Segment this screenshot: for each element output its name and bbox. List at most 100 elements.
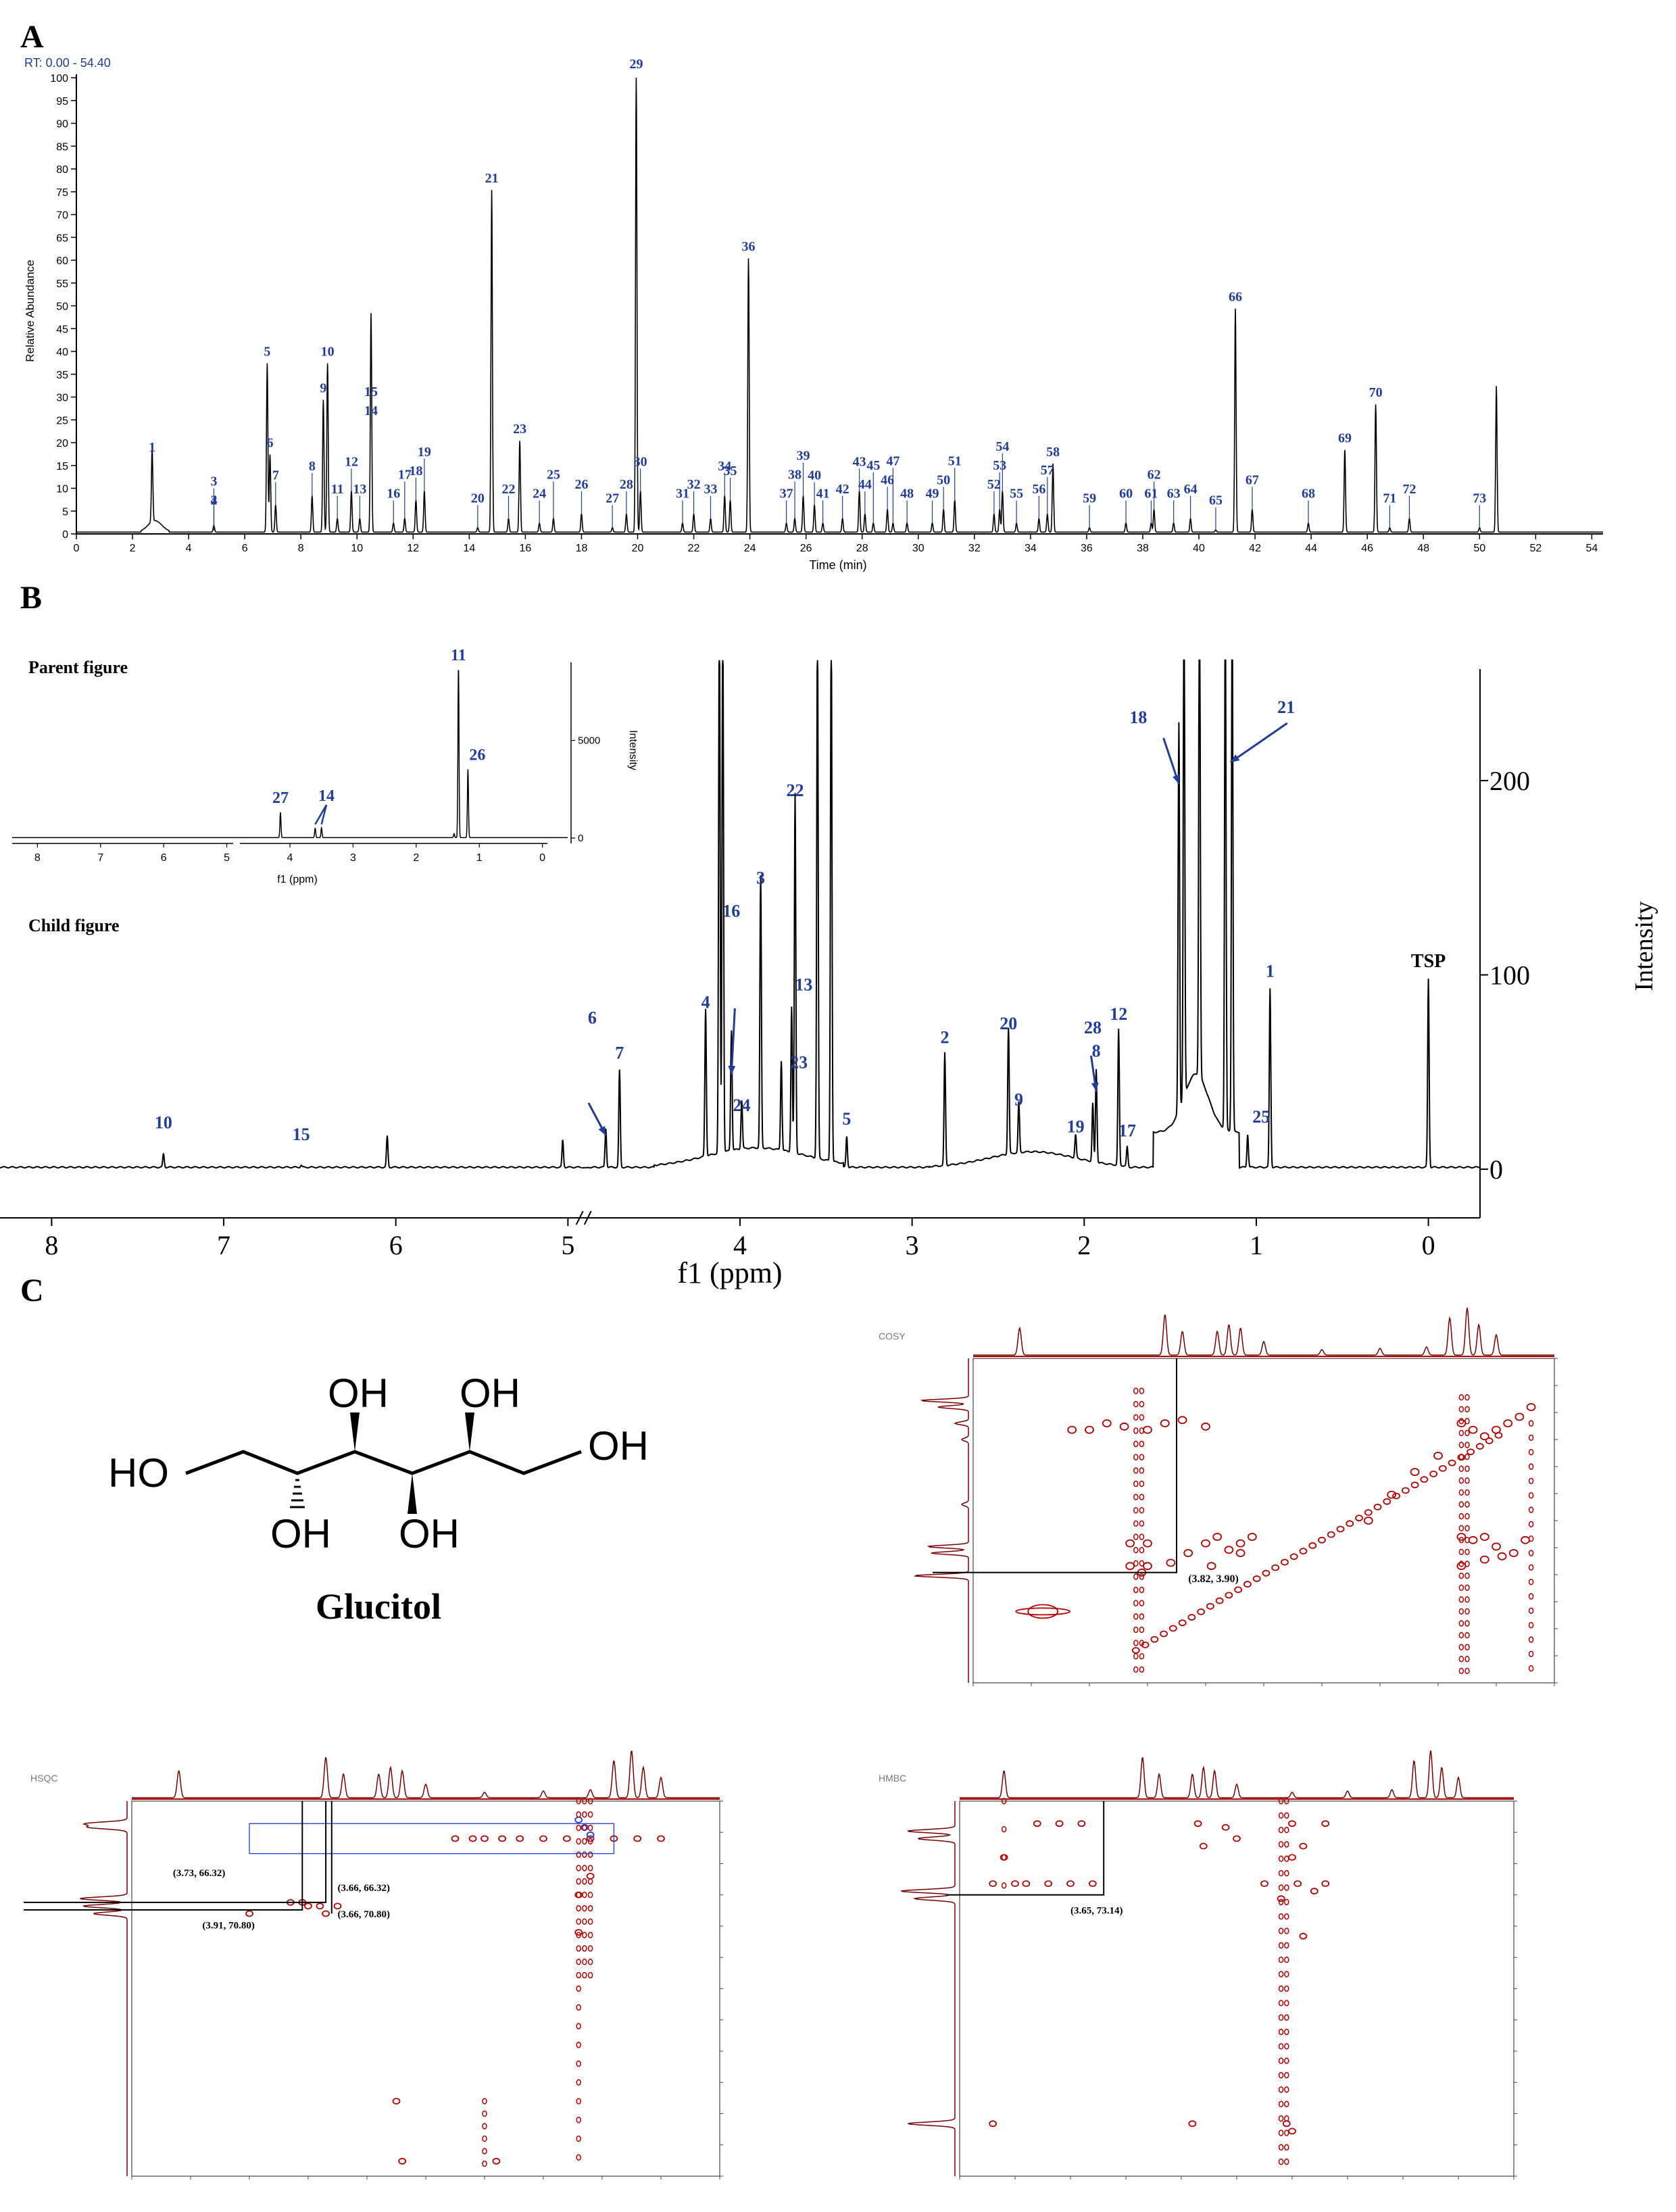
cross-peak — [576, 1959, 581, 1965]
nmr-x-axis-label: f1 (ppm) — [677, 1256, 782, 1289]
peak-label-28: 28 — [620, 477, 633, 492]
peak-label-33: 33 — [704, 482, 717, 497]
cross-peak — [333, 1902, 342, 1910]
cross-peak — [1284, 1884, 1289, 1891]
cross-peak — [1373, 1503, 1382, 1510]
cross-peak — [1133, 1400, 1139, 1408]
cross-peak — [1284, 1826, 1289, 1834]
cross-peak — [482, 2135, 487, 2142]
cross-peak — [1278, 1957, 1284, 1963]
cross-peak — [576, 1918, 581, 1925]
arrow-head — [1173, 775, 1180, 784]
cross-peak — [1528, 1607, 1534, 1615]
cross-peak — [322, 1910, 330, 1917]
nmr-peak-label-19: 19 — [1067, 1117, 1085, 1137]
cross-peak — [1284, 2057, 1289, 2064]
cross-peak — [1160, 1630, 1168, 1638]
cross-peak — [587, 1851, 593, 1859]
y-tick-label: 50 — [56, 301, 68, 313]
inset-x-tick-label: 0 — [539, 852, 545, 864]
cross-peak — [1458, 1429, 1464, 1437]
peak-label-44: 44 — [858, 477, 872, 492]
cross-peak — [1139, 1573, 1145, 1580]
x-tick-label: 34 — [1025, 543, 1037, 554]
cross-peak — [1299, 1548, 1308, 1555]
x-tick-label: 0 — [74, 543, 80, 554]
cross-peak — [1015, 1607, 1071, 1616]
cross-peak — [1458, 1477, 1464, 1484]
tsp-label: TSP — [1411, 951, 1446, 972]
peak-label-18: 18 — [409, 464, 422, 478]
cross-peak — [482, 2148, 487, 2155]
x-tick-label: 46 — [1361, 543, 1373, 554]
cross-peak — [1458, 1667, 1464, 1675]
nmr-peak-label-4: 4 — [701, 993, 710, 1012]
inset-x-tick-label: 4 — [287, 852, 293, 864]
cross-peak — [1364, 1509, 1373, 1516]
cross-peak — [1464, 1620, 1470, 1627]
cross-peak — [1458, 1418, 1464, 1425]
peak-label-39: 39 — [797, 449, 810, 464]
cross-peak — [1133, 1533, 1139, 1540]
inset-x-tick-label: 7 — [97, 852, 103, 864]
spectrum-frame — [972, 1358, 1555, 1683]
peak-label-7: 7 — [272, 468, 279, 483]
inset-x-axis-label: f1 (ppm) — [277, 874, 318, 885]
cross-peak — [576, 1811, 581, 1818]
y-tick-label: 90 — [56, 119, 68, 130]
peak-label-10: 10 — [321, 344, 335, 359]
x-tick-label: 40 — [1193, 543, 1205, 554]
cross-peak — [582, 1865, 587, 1871]
cross-peak — [398, 2157, 407, 2165]
cross-peak — [1458, 1513, 1464, 1520]
x-tick-label: 6 — [389, 1230, 403, 1260]
cross-peak — [245, 1910, 253, 1917]
cross-peak — [1458, 1631, 1464, 1639]
cross-peak — [1278, 2158, 1284, 2165]
cross-peak — [587, 1878, 593, 1885]
cross-peak — [1133, 1427, 1139, 1434]
cross-peak — [498, 1835, 506, 1842]
cross-peak — [1150, 1636, 1159, 1643]
cross-peak — [1464, 1572, 1470, 1579]
nmr-peak-label-7: 7 — [615, 1043, 624, 1062]
cross-peak — [1001, 1854, 1007, 1861]
hashed-bond — [290, 1479, 305, 1508]
cross-peak — [1183, 1549, 1193, 1557]
peak-label-23: 23 — [513, 422, 526, 437]
peak-label-31: 31 — [676, 487, 689, 501]
cross-peak — [1433, 1452, 1443, 1460]
left-projection — [913, 1358, 969, 1683]
peak-label-48: 48 — [900, 487, 914, 501]
nmr-peak-label-6: 6 — [588, 1008, 597, 1027]
correlation-guide — [24, 1801, 327, 1903]
peak-label-72: 72 — [1402, 482, 1416, 497]
cross-peak — [576, 1971, 581, 1979]
cross-peak — [1284, 2086, 1289, 2093]
inset-peak-label-14: 14 — [318, 787, 335, 805]
cross-peak — [1456, 1533, 1466, 1541]
cross-peak — [1011, 1880, 1019, 1888]
cross-peak — [1278, 2014, 1284, 2021]
cross-peak — [1206, 1602, 1214, 1610]
inset-x-tick-label: 1 — [476, 852, 483, 864]
y-tick-label: 55 — [56, 278, 68, 290]
cross-peak — [1284, 2100, 1289, 2108]
cross-peak — [1139, 1613, 1145, 1620]
hsqc-spectrum: HSQC (3.73, 66.32) (3.66, 66.32) (3.91, 70… — [24, 1750, 723, 2180]
cross-peak — [1458, 1537, 1464, 1544]
cross-peak — [633, 1835, 642, 1842]
cross-peak — [1133, 1586, 1139, 1594]
cross-peak — [1133, 1387, 1139, 1394]
peak-label-45: 45 — [866, 458, 880, 473]
cross-peak — [1177, 1416, 1187, 1425]
cross-peak — [1139, 1414, 1145, 1421]
peak-label-66: 66 — [1229, 289, 1242, 304]
peak-label-63: 63 — [1167, 487, 1181, 501]
cross-peak — [482, 2123, 487, 2130]
cross-peak — [1466, 1448, 1475, 1456]
cross-peak — [657, 1835, 665, 1842]
cross-peak — [1284, 1957, 1289, 1963]
cross-peak — [1278, 1985, 1284, 1992]
cross-peak — [1260, 1880, 1268, 1888]
